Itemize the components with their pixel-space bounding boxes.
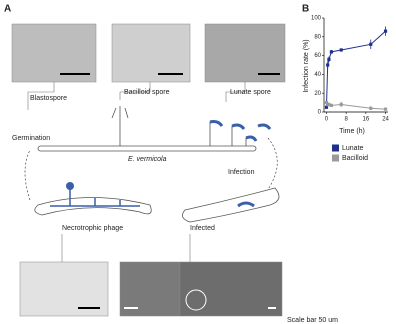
panel-label: B bbox=[302, 4, 309, 15]
label: Lunate spore bbox=[230, 89, 271, 96]
x-tick-label: 8 bbox=[344, 117, 348, 123]
point bbox=[339, 48, 343, 52]
y-tick-label: 60 bbox=[314, 53, 321, 59]
point bbox=[383, 29, 388, 33]
label: Blastospore bbox=[30, 95, 67, 102]
micrograph bbox=[111, 23, 191, 83]
y-tick-label: 0 bbox=[318, 110, 322, 116]
x-tick-label: 16 bbox=[363, 117, 370, 123]
hypha bbox=[50, 188, 140, 207]
point bbox=[329, 50, 333, 54]
legend-swatch bbox=[332, 144, 339, 152]
panel-label: A bbox=[4, 4, 11, 15]
micrograph bbox=[204, 23, 286, 83]
lunate-spore bbox=[209, 120, 272, 142]
x-tick-label: 0 bbox=[325, 117, 329, 123]
point bbox=[329, 103, 333, 108]
micrograph bbox=[179, 261, 283, 317]
point bbox=[383, 107, 388, 111]
legend-swatch bbox=[332, 154, 339, 162]
label: Germination bbox=[12, 135, 50, 142]
connector bbox=[27, 82, 246, 110]
label: E. vermicola bbox=[128, 156, 167, 163]
series-line bbox=[326, 102, 386, 110]
hypha bbox=[37, 145, 257, 152]
conidiophore bbox=[66, 182, 74, 190]
lunate-spore bbox=[237, 201, 255, 208]
point bbox=[369, 42, 373, 46]
y-tick-label: 100 bbox=[311, 16, 322, 22]
series-line bbox=[325, 30, 386, 108]
point bbox=[326, 63, 330, 67]
y-axis-label: Infection rate (%) bbox=[303, 39, 310, 92]
point bbox=[324, 105, 329, 109]
point bbox=[327, 57, 331, 61]
x-tick-label: 24 bbox=[382, 117, 389, 123]
legend-label: Bacilloid bbox=[342, 155, 368, 162]
legend-label: Lunate bbox=[342, 145, 364, 152]
label: Necrotrophic phage bbox=[62, 225, 123, 232]
point bbox=[339, 102, 343, 107]
nematode bbox=[182, 187, 280, 223]
y-tick-label: 80 bbox=[314, 34, 321, 40]
micrograph bbox=[11, 23, 97, 83]
x-axis-label: Time (h) bbox=[339, 128, 365, 135]
hypha bbox=[111, 106, 247, 146]
label: Bacilloid spore bbox=[124, 89, 170, 96]
connector bbox=[61, 234, 191, 262]
point bbox=[369, 106, 373, 110]
y-tick-label: 20 bbox=[314, 91, 321, 97]
label: Infection bbox=[228, 169, 255, 176]
caption: Scale bar 50 um bbox=[287, 317, 338, 324]
highlight bbox=[185, 289, 207, 311]
point bbox=[327, 102, 331, 107]
point bbox=[324, 101, 329, 105]
label: Infected bbox=[190, 225, 215, 232]
y-tick-label: 40 bbox=[314, 72, 321, 78]
